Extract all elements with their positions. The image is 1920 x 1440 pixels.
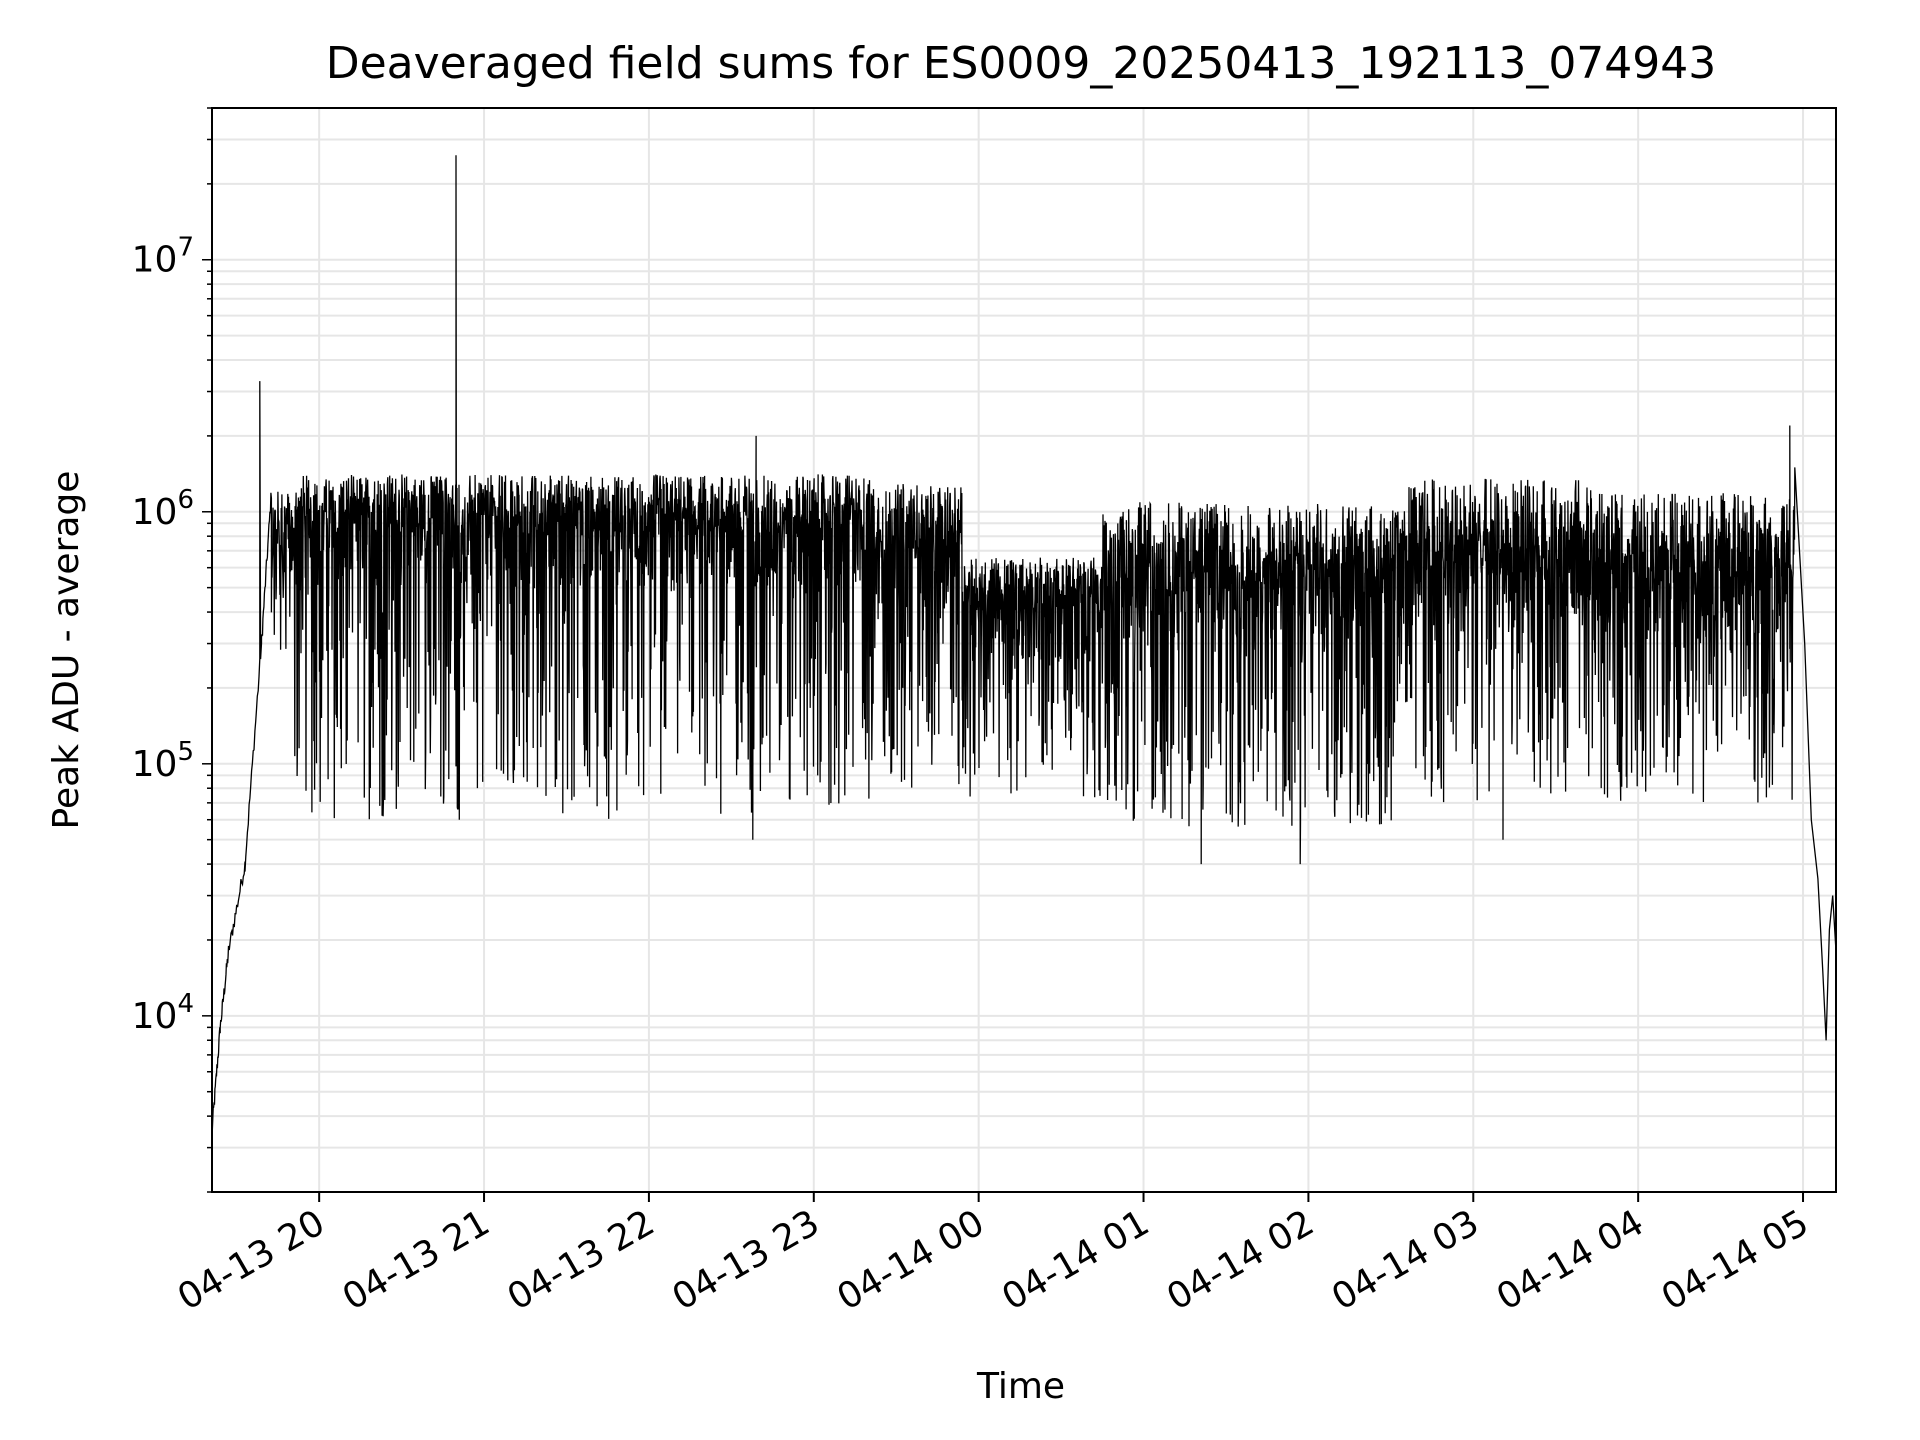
series-line — [211, 155, 1837, 1130]
y-tick-label: 105 — [132, 737, 194, 785]
y-tick-label: 106 — [132, 485, 194, 533]
axes-frame — [211, 107, 1837, 1193]
plot-area — [211, 155, 1837, 1130]
y-tick-label: 104 — [132, 989, 194, 1037]
y-axis-label: Peak ADU - average — [46, 471, 87, 830]
y-axis: 104 105 106 107 — [132, 107, 212, 1193]
chart-title: Deaveraged field sums for ES0009_2025041… — [326, 38, 1717, 89]
y-tick-label: 107 — [132, 233, 194, 281]
x-axis-label: Time — [976, 1366, 1065, 1407]
